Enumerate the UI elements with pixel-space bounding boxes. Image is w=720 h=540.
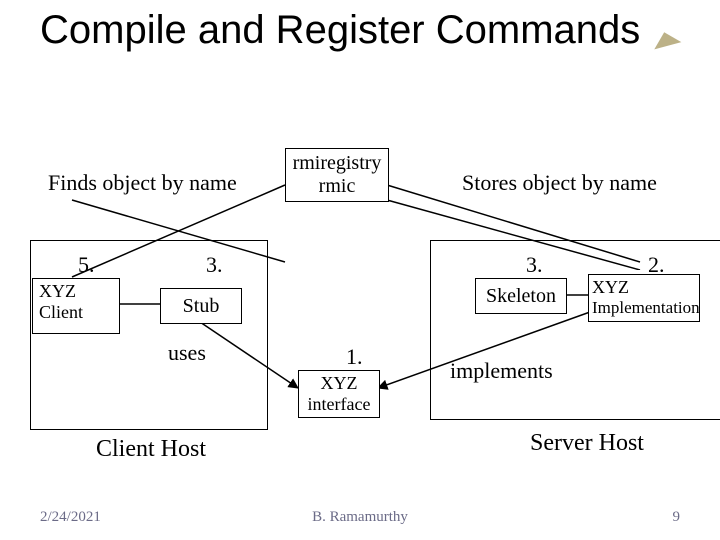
stub-label: Stub bbox=[183, 295, 220, 318]
server-host-label: Server Host bbox=[530, 430, 644, 457]
footer-author: B. Ramamurthy bbox=[312, 509, 408, 526]
step-3a: 3. bbox=[206, 252, 223, 278]
stores-label: Stores object by name bbox=[462, 170, 657, 196]
xyz-impl-border bbox=[588, 274, 700, 322]
xyz-client-line2: Client bbox=[39, 302, 83, 323]
step-1: 1. bbox=[346, 344, 363, 370]
footer-date: 2/24/2021 bbox=[40, 509, 101, 526]
footer-page: 9 bbox=[673, 509, 681, 526]
server-host-box bbox=[430, 240, 720, 420]
xyz-interface-line1: XYZ bbox=[321, 373, 358, 394]
client-host-box bbox=[30, 240, 268, 430]
skeleton-box: Skeleton bbox=[475, 278, 567, 314]
uses-label: uses bbox=[168, 340, 206, 366]
slide-title-text: Compile and Register Commands bbox=[40, 8, 640, 52]
xyz-interface-line2: interface bbox=[308, 394, 371, 415]
implements-label: implements bbox=[450, 358, 553, 384]
rmic-label: rmic bbox=[319, 175, 356, 198]
dogear-icon bbox=[651, 29, 682, 50]
skeleton-label: Skeleton bbox=[486, 285, 556, 308]
client-host-label: Client Host bbox=[96, 436, 206, 463]
finds-label: Finds object by name bbox=[48, 170, 237, 196]
rmiregistry-box: rmiregistry rmic bbox=[285, 148, 389, 202]
step-2: 2. bbox=[648, 252, 665, 278]
stub-box: Stub bbox=[160, 288, 242, 324]
xyz-client-box: XYZ Client bbox=[32, 278, 120, 334]
xyz-client-line1: XYZ bbox=[39, 281, 76, 302]
xyz-interface-box: XYZ interface bbox=[298, 370, 380, 418]
rmiregistry-label: rmiregistry bbox=[293, 152, 382, 175]
step-3b: 3. bbox=[526, 252, 543, 278]
slide-title: Compile and Register Commands bbox=[40, 8, 640, 52]
step-5: 5. bbox=[78, 252, 95, 278]
